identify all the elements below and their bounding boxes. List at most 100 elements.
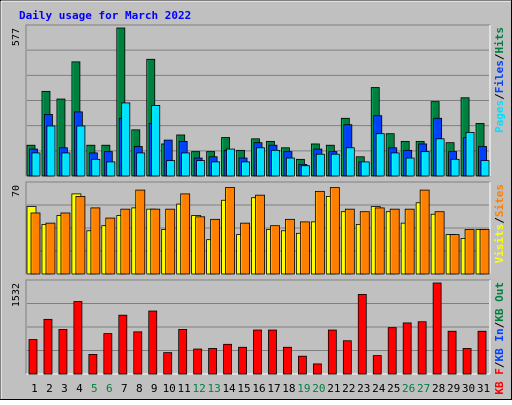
legend-pages: Pages [493, 100, 506, 133]
bar-pages [315, 153, 325, 177]
bar-pages [196, 160, 206, 177]
x-tick-label: 3 [61, 382, 68, 395]
x-tick-label: 16 [252, 382, 265, 395]
bar-sites [434, 211, 445, 275]
bar-pages [91, 158, 101, 177]
x-tick-label: 14 [222, 382, 236, 395]
bar-sites [419, 189, 430, 275]
x-tick-label: 4 [76, 382, 83, 395]
bar-sites [404, 208, 415, 275]
legend-separator: / [493, 321, 506, 328]
bar-kb [432, 282, 442, 375]
bar-sites [479, 229, 490, 275]
bar-kb [238, 346, 247, 375]
bar-kb [118, 314, 128, 375]
bar-pages [151, 105, 161, 177]
bar-kb [103, 333, 113, 375]
x-tick-label: 9 [151, 382, 158, 395]
bar-kb [268, 329, 277, 375]
x-tick-label: 21 [327, 382, 340, 395]
x-tick-label: 31 [477, 382, 490, 395]
legend-separator: / [493, 53, 506, 60]
legend-panel-3: KB F/KB In/KB Out [493, 282, 506, 395]
bar-kb [193, 348, 203, 375]
bar-pages [375, 133, 385, 177]
x-tick-label: 25 [387, 382, 400, 395]
x-tick-label: 30 [462, 382, 475, 395]
bar-pages [420, 151, 430, 177]
bar-sites [60, 212, 71, 275]
bar-sites [285, 218, 295, 275]
bar-sites [300, 221, 310, 275]
x-tick-label: 12 [193, 382, 206, 395]
x-tick-label: 2 [46, 382, 53, 395]
bar-kb [283, 346, 292, 375]
legend-panel-2: Visits/Sites [493, 184, 506, 264]
bar-sites [464, 229, 475, 275]
bar-kb [477, 330, 487, 375]
bar-pages [271, 149, 280, 177]
bar-sites [389, 208, 400, 275]
bar-kb [223, 343, 232, 375]
bar-kb [342, 340, 352, 375]
x-tick-label: 28 [432, 382, 445, 395]
bar-sites [30, 212, 41, 275]
bar-pages [301, 165, 310, 177]
bar-pages [345, 147, 355, 177]
bar-kb [208, 348, 218, 375]
bar-pages [330, 153, 340, 177]
bar-pages [106, 161, 116, 177]
bar-kb [417, 321, 427, 375]
bar-pages [166, 160, 176, 177]
x-tick-label: 26 [402, 382, 415, 395]
bar-sites [120, 208, 131, 275]
bar-sites [359, 211, 370, 275]
x-tick-label: 29 [447, 382, 460, 395]
legend-hits: Hits [493, 27, 506, 54]
x-tick-label: 13 [207, 382, 220, 395]
x-tick-label: 20 [312, 382, 325, 395]
bar-kb [462, 348, 472, 375]
x-tick-label: 23 [357, 382, 370, 395]
legend-separator: / [493, 217, 506, 224]
x-tick-label: 27 [417, 382, 430, 395]
x-tick-label: 10 [163, 382, 176, 395]
bar-kb [73, 301, 83, 375]
legend-separator: / [493, 93, 506, 100]
bar-sites [135, 189, 146, 275]
x-tick-label: 15 [237, 382, 250, 395]
bar-pages [211, 161, 221, 177]
bar-kb [88, 353, 98, 375]
bar-sites [314, 190, 325, 275]
bar-kb [43, 318, 53, 375]
bar-pages [226, 148, 235, 177]
x-tick-label: 19 [297, 382, 310, 395]
bar-pages [465, 131, 475, 177]
bar-kb [402, 322, 412, 375]
bar-pages [390, 152, 400, 177]
bar-pages [46, 125, 56, 177]
chart-title: Daily usage for March 2022 [19, 9, 191, 22]
bar-sites [449, 234, 460, 275]
bar-pages [181, 152, 191, 177]
bar-sites [210, 218, 221, 275]
legend-panel-1: Pages/Files/Hits [493, 27, 506, 133]
bar-sites [329, 187, 340, 275]
bar-kb [28, 339, 38, 375]
bar-sites [105, 217, 116, 275]
bar-pages [61, 152, 71, 177]
bar-kb [253, 329, 262, 375]
x-tick-label: 5 [91, 382, 98, 395]
bar-pages [31, 152, 41, 177]
bar-pages [435, 138, 445, 177]
bar-pages [360, 161, 370, 177]
bar-kb [133, 331, 143, 375]
bar-sites [90, 207, 101, 275]
bar-kb [447, 330, 457, 375]
x-tick-label: 8 [136, 382, 143, 395]
x-tick-label: 24 [372, 382, 386, 395]
bar-kb [357, 294, 367, 375]
bar-pages [121, 102, 131, 177]
